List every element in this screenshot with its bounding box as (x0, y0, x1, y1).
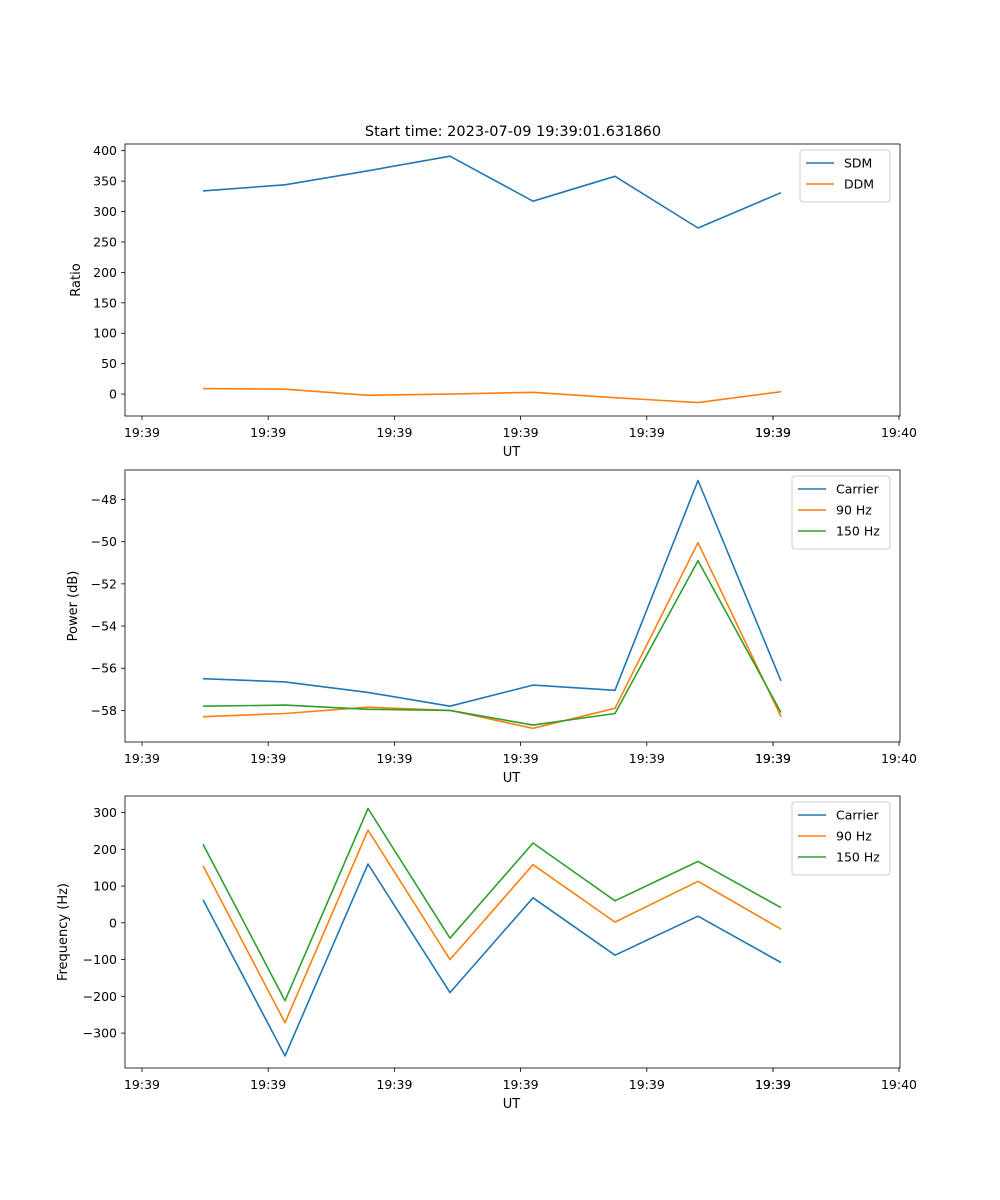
series-line-ddm (202, 387, 782, 404)
x-tick-label: 19:39 (250, 751, 286, 766)
x-tick-label: 19:39 (755, 1077, 791, 1092)
x-tick-label: 19:40 (881, 425, 917, 440)
series-line-carrier (202, 863, 782, 1057)
legend-label: DDM (844, 177, 874, 192)
y-tick-label: −300 (83, 1026, 117, 1041)
x-tick-label: 19:39 (250, 425, 286, 440)
y-tick-label: 300 (93, 204, 117, 219)
x-tick-label: 19:39 (503, 751, 539, 766)
legend-label: 150 Hz (836, 524, 880, 539)
axes-frame (124, 469, 901, 743)
y-tick-label: −100 (83, 952, 117, 967)
x-tick-label: 19:39 (755, 751, 791, 766)
series-line-90-hz (202, 829, 782, 1024)
y-axis-label: Frequency (Hz) (56, 883, 71, 981)
series-line-150-hz (202, 807, 782, 1002)
x-tick-label: 19:39 (755, 425, 791, 440)
x-axis-label: UT (503, 445, 521, 460)
y-tick-label: 0 (109, 387, 117, 402)
y-tick-label: 200 (93, 842, 117, 857)
y-tick-label: 250 (93, 234, 117, 249)
series-line-150-hz (202, 559, 782, 726)
y-tick-label: −50 (91, 534, 117, 549)
x-tick-label: 19:39 (629, 425, 665, 440)
y-tick-label: −52 (91, 576, 117, 591)
legend-label: Carrier (836, 482, 880, 497)
series-line-90-hz (202, 541, 782, 730)
x-axis-label: UT (503, 771, 521, 786)
x-tick-label: 19:40 (881, 1077, 917, 1092)
y-tick-label: −56 (91, 661, 117, 676)
y-tick-label: 100 (93, 879, 117, 894)
x-tick-label: 19:39 (503, 425, 539, 440)
y-tick-label: −48 (91, 492, 117, 507)
x-tick-label: 19:39 (629, 751, 665, 766)
x-axis-label: UT (503, 1097, 521, 1112)
x-tick-label: 19:40 (881, 751, 917, 766)
x-tick-label: 19:39 (376, 1077, 412, 1092)
axes-frame (124, 143, 901, 417)
x-tick-label: 19:39 (124, 751, 160, 766)
legend-label: SDM (844, 156, 872, 171)
series-line-carrier (202, 479, 782, 708)
x-tick-label: 19:39 (503, 1077, 539, 1092)
y-tick-label: −54 (91, 619, 117, 634)
legend-label: Carrier (836, 808, 880, 823)
y-tick-label: −200 (83, 989, 117, 1004)
y-axis-label: Ratio (69, 263, 84, 296)
x-tick-label: 19:39 (755, 1077, 791, 1092)
x-tick-label: 19:39 (250, 1077, 286, 1092)
y-tick-label: 300 (93, 805, 117, 820)
axes-frame (124, 795, 901, 1069)
x-tick-label: 19:39 (755, 751, 791, 766)
legend-label: 90 Hz (836, 503, 872, 518)
y-tick-label: 150 (93, 295, 117, 310)
y-tick-label: 50 (101, 356, 117, 371)
x-tick-label: 19:39 (629, 1077, 665, 1092)
x-tick-label: 19:39 (376, 751, 412, 766)
legend-label: 90 Hz (836, 829, 872, 844)
figure-title: Start time: 2023-07-09 19:39:01.631860 (365, 124, 661, 140)
y-tick-label: 200 (93, 265, 117, 280)
y-tick-label: 400 (93, 143, 117, 158)
y-axis-label: Power (dB) (66, 571, 81, 642)
legend-label: 150 Hz (836, 850, 880, 865)
y-tick-label: 0 (109, 915, 117, 930)
x-tick-label: 19:39 (755, 425, 791, 440)
x-tick-label: 19:39 (376, 425, 412, 440)
y-tick-label: −58 (91, 703, 117, 718)
series-line-sdm (202, 155, 782, 229)
y-tick-label: 350 (93, 174, 117, 189)
x-tick-label: 19:39 (124, 1077, 160, 1092)
y-tick-label: 100 (93, 326, 117, 341)
x-tick-label: 19:39 (124, 425, 160, 440)
